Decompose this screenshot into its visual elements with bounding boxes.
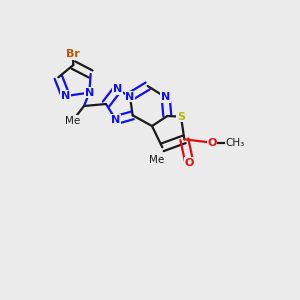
Text: O: O	[184, 158, 194, 168]
Text: Me: Me	[65, 116, 80, 126]
Text: Br: Br	[66, 49, 80, 59]
Text: Me: Me	[149, 155, 164, 165]
Text: N: N	[111, 115, 121, 125]
Text: N: N	[161, 92, 170, 102]
Text: N: N	[61, 91, 70, 101]
Text: S: S	[177, 112, 185, 122]
Text: O: O	[207, 138, 217, 148]
Text: N: N	[85, 88, 94, 98]
Text: N: N	[125, 92, 135, 102]
Text: CH₃: CH₃	[226, 138, 245, 148]
Text: N: N	[113, 84, 122, 94]
